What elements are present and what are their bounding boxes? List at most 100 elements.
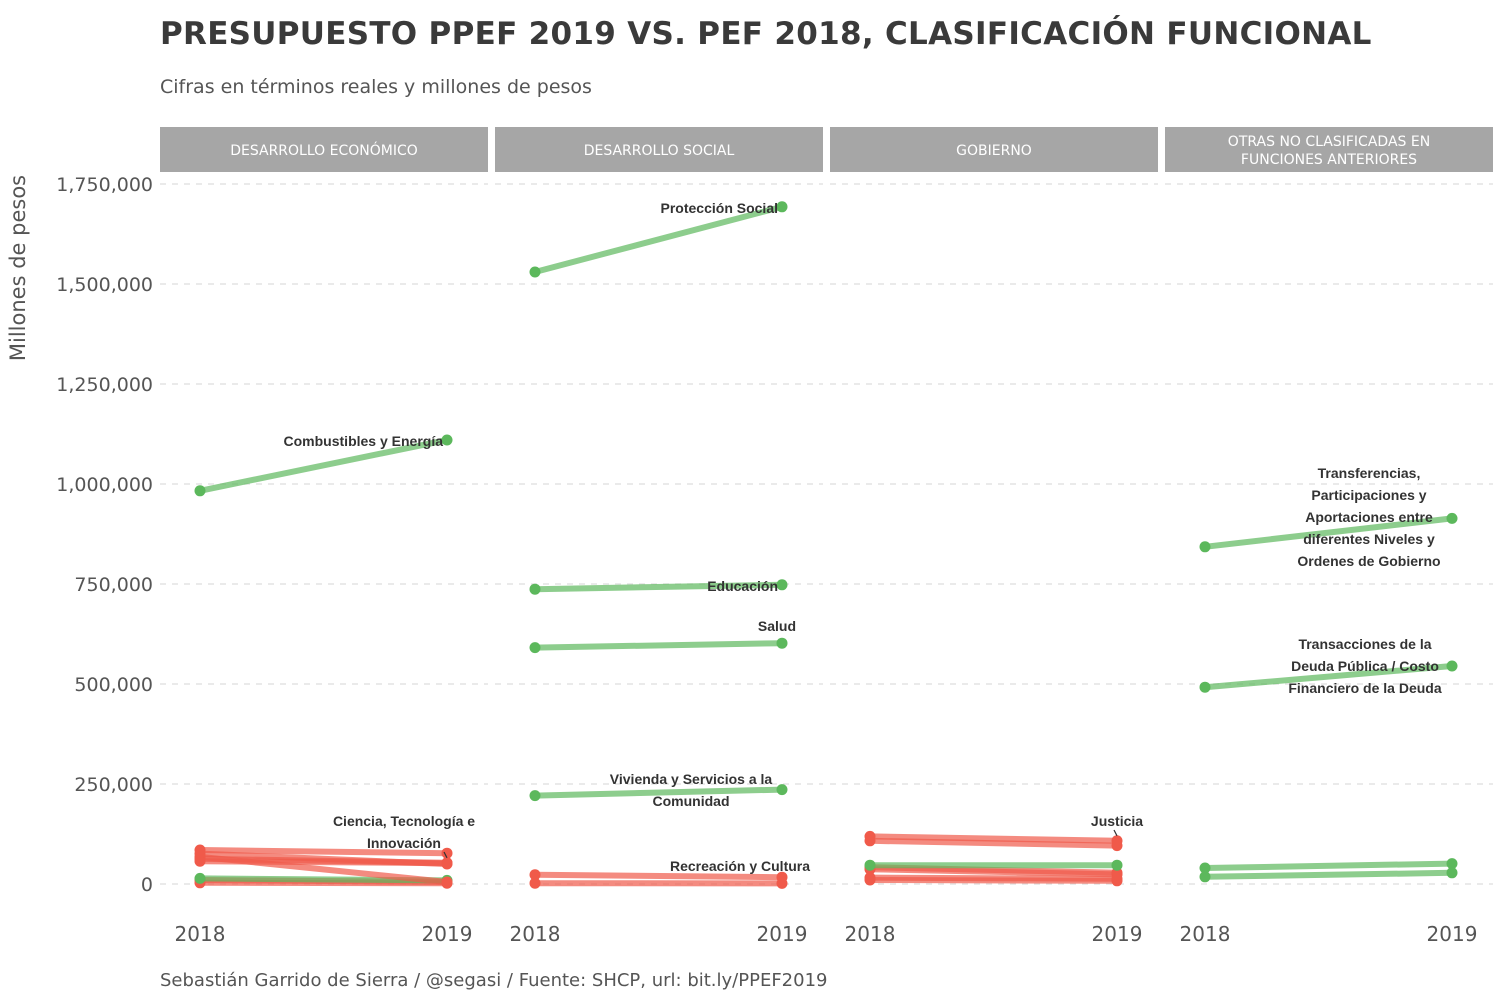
facet-strip-label: DESARROLLO ECONÓMICO [230, 141, 418, 159]
series-line [532, 786, 785, 799]
series-line [197, 847, 450, 857]
chart-subtitle: Cifras en términos reales y millones de … [160, 76, 592, 98]
series-line [867, 874, 1120, 882]
series-line [867, 837, 1120, 849]
series-label: Participaciones y [1311, 487, 1426, 503]
series-point [776, 201, 788, 213]
series-label: Educación [707, 578, 778, 594]
x-tick-label: 2019 [422, 922, 473, 946]
series-label: Financiero de la Deuda [1288, 680, 1441, 696]
series-point [1446, 867, 1458, 879]
facet-strip-label: FUNCIONES ANTERIORES [1241, 152, 1417, 168]
facet-panel-4: OTRAS NO CLASIFICADAS EN FUNCIONES ANTERI… [1165, 127, 1493, 946]
series-label: Salud [758, 618, 796, 634]
series-line [197, 437, 450, 494]
series-label: Ciencia, Tecnología e [333, 813, 475, 829]
series-label: Ordenes de Gobierno [1297, 553, 1440, 569]
series-point [194, 844, 206, 856]
series-line [532, 871, 785, 881]
series-label: Transacciones de la [1298, 636, 1431, 652]
series-point [776, 637, 788, 649]
facet-panel-1: DESARROLLO ECONÓMICO 2018 2019 Combustibles… [160, 127, 488, 946]
series-point [441, 876, 453, 888]
series-label: Justicia [1091, 813, 1143, 829]
x-tick-label: 2018 [1180, 922, 1231, 946]
y-tick-label: 500,000 [74, 674, 153, 696]
series-point [529, 790, 541, 802]
series-point [1446, 660, 1458, 672]
series-label: Recreación y Cultura [670, 858, 810, 874]
x-tick-label: 2018 [510, 922, 561, 946]
series-point [1111, 859, 1123, 871]
y-tick-label: 750,000 [74, 574, 153, 596]
series-point [776, 871, 788, 883]
series-label: Aportaciones entre [1305, 509, 1433, 525]
series-line [867, 833, 1120, 844]
series-line [1202, 515, 1455, 550]
series-label: Deuda Pública / Costo [1291, 658, 1439, 674]
x-tick-label: 2019 [1092, 922, 1143, 946]
y-tick-label: 0 [141, 874, 153, 896]
series-line [1202, 869, 1455, 880]
series-point [1111, 867, 1123, 879]
chart-title: PRESUPUESTO PPEF 2019 VS. PEF 2018, CLAS… [160, 16, 1372, 52]
series-point [776, 784, 788, 796]
series-point [194, 872, 206, 884]
series-point [1446, 858, 1458, 870]
series-label: Comunidad [653, 793, 730, 809]
facet-panel-2: DESARROLLO SOCIAL 2018 2019 Protección Soci… [495, 127, 823, 946]
series-point [1199, 871, 1211, 883]
series-line [532, 640, 785, 651]
y-tick-label: 1,250,000 [56, 374, 153, 396]
y-tick-label: 250,000 [74, 774, 153, 796]
y-tick-label: 1,750,000 [56, 174, 153, 196]
label-leader [1113, 829, 1118, 837]
facet-strip [1165, 127, 1493, 172]
y-tick-label: 1,500,000 [56, 274, 153, 296]
facet-strip [160, 127, 488, 172]
series-point [1446, 512, 1458, 524]
series-line [532, 203, 785, 275]
series-point [194, 485, 206, 497]
series-line [197, 850, 450, 867]
series-point [441, 847, 453, 859]
series-point [776, 579, 788, 591]
series-point [1199, 862, 1211, 874]
series-point [864, 872, 876, 884]
series-point [529, 266, 541, 278]
series-label: Transferencias, [1318, 465, 1421, 481]
series-point [441, 858, 453, 870]
series-point [529, 642, 541, 654]
x-tick-label: 2019 [757, 922, 808, 946]
label-leader [443, 851, 448, 859]
series-point [1111, 835, 1123, 847]
y-axis-title: Millones de pesos [6, 175, 30, 361]
series-point [529, 877, 541, 889]
series-line [1202, 860, 1455, 871]
facet-panel-3: GOBIERNO 2018 2019 Justicia [830, 127, 1158, 946]
series-point [1199, 681, 1211, 693]
series-point [864, 859, 876, 871]
series-label: Innovación [367, 835, 441, 851]
facet-strip [830, 127, 1158, 172]
series-label: Combustibles y Energía [284, 433, 444, 449]
chart-caption: Sebastián Garrido de Sierra / @segasi / … [160, 970, 828, 991]
facet-strip [495, 127, 823, 172]
facet-strip-label: GOBIERNO [956, 143, 1032, 159]
facet-strip-label: DESARROLLO SOCIAL [584, 143, 735, 159]
series-label: diferentes Niveles y [1303, 531, 1435, 547]
series-label: Protección Social [661, 200, 778, 216]
series-line [532, 581, 785, 593]
series-line [197, 853, 450, 885]
facet-strip-label: OTRAS NO CLASIFICADAS EN [1228, 134, 1430, 150]
y-tick-label: 1,000,000 [56, 474, 153, 496]
x-tick-label: 2018 [175, 922, 226, 946]
x-tick-label: 2018 [845, 922, 896, 946]
series-point [1199, 541, 1211, 553]
series-point [441, 434, 453, 446]
series-point [529, 869, 541, 881]
x-tick-label: 2019 [1427, 922, 1478, 946]
series-line [1202, 663, 1455, 691]
series-point [864, 830, 876, 842]
